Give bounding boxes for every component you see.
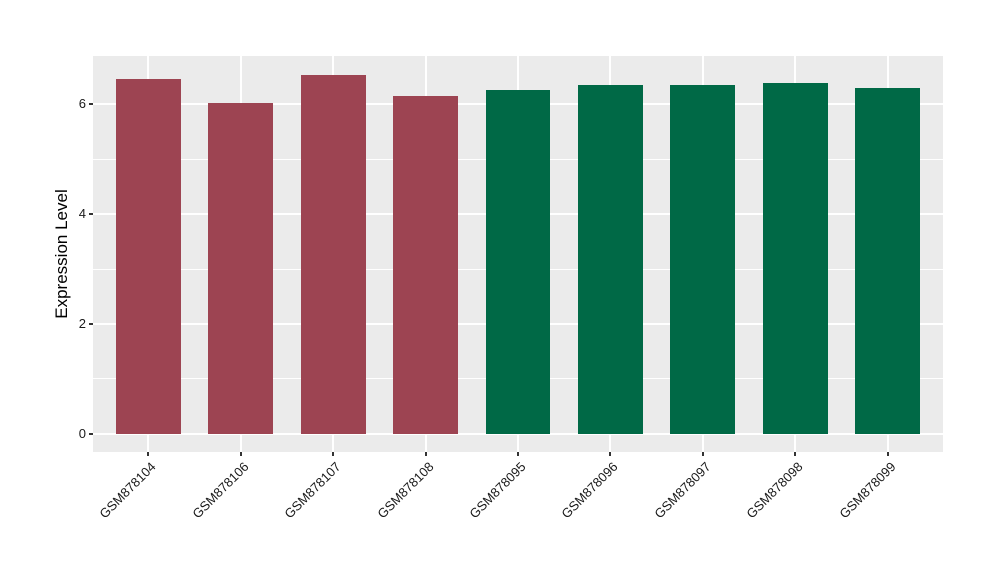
plot-panel xyxy=(93,56,943,452)
x-tick-label: GSM878099 xyxy=(835,459,899,522)
y-tick-label: 2 xyxy=(78,316,86,332)
x-axis-tick xyxy=(701,452,704,456)
x-axis-tick xyxy=(517,452,519,456)
y-tick-label: 0 xyxy=(78,425,86,441)
bar xyxy=(855,88,920,434)
x-axis-tick xyxy=(239,452,242,456)
y-axis-tick xyxy=(89,213,93,216)
x-axis-tick xyxy=(794,452,797,456)
x-axis-tick xyxy=(332,452,335,456)
bar xyxy=(208,102,274,434)
x-tick-label: GSM878107 xyxy=(281,459,344,522)
y-axis-tick xyxy=(89,103,93,106)
bar xyxy=(116,79,181,434)
y-axis-tick xyxy=(89,323,93,326)
y-tick-label: 6 xyxy=(78,96,86,112)
x-tick-label: GSM878098 xyxy=(743,459,806,522)
x-tick-label: GSM878106 xyxy=(189,459,252,522)
bar xyxy=(762,82,828,434)
x-tick-label: GSM878108 xyxy=(373,459,437,522)
x-tick-label: GSM878096 xyxy=(558,459,621,522)
bar xyxy=(393,95,458,434)
bar xyxy=(485,89,551,434)
x-axis-tick xyxy=(609,452,612,456)
x-axis-tick xyxy=(424,452,427,456)
bar xyxy=(578,85,643,434)
bar xyxy=(670,84,736,434)
x-tick-label: GSM878097 xyxy=(651,459,714,522)
y-tick-label: 4 xyxy=(78,206,86,222)
x-tick-label: GSM878095 xyxy=(466,459,529,522)
x-axis-tick xyxy=(886,452,889,456)
x-axis-tick xyxy=(147,452,150,456)
x-tick-label: GSM878104 xyxy=(96,459,160,522)
bar xyxy=(300,74,366,434)
y-axis-tick xyxy=(89,432,93,435)
